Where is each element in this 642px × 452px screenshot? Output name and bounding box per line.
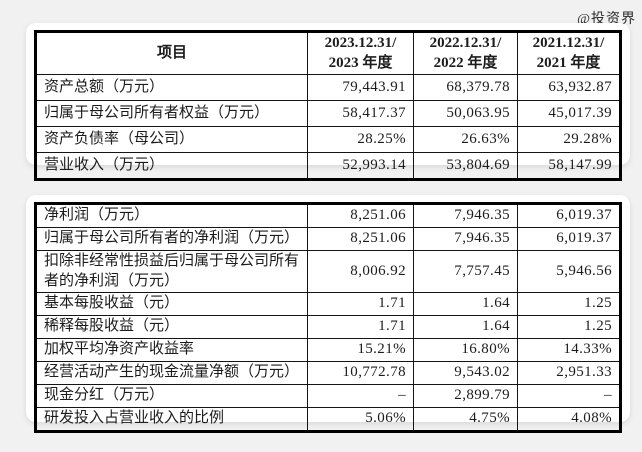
table-row: 归属于母公司所有者权益（万元） 58,417.37 50,063.95 45,0… (35, 100, 621, 127)
row-label: 经营活动产生的现金流量净额（万元） (35, 361, 308, 385)
row-label: 资产总额（万元） (35, 74, 308, 101)
row-label: 基本每股收益（元） (35, 292, 308, 316)
cell-value: 15.21% (307, 338, 414, 362)
row-label: 归属于母公司所有者权益（万元） (35, 100, 308, 127)
cell-value: 26.63% (413, 126, 518, 153)
period-header-line1: 2023.12.31/ (324, 35, 397, 51)
cell-value: 1.71 (307, 315, 414, 339)
cell-value: 79,443.91 (307, 74, 414, 101)
table-row: 资产负债率（母公司） 28.25% 26.63% 29.28% (35, 126, 621, 153)
row-label: 归属于母公司所有者的净利润（万元） (35, 227, 308, 251)
cell-value: 2,951.33 (517, 361, 621, 385)
cell-value: 28.25% (307, 126, 414, 153)
cell-value: 8,006.92 (307, 250, 414, 293)
row-label: 营业收入（万元） (35, 152, 308, 180)
cell-value: 68,379.78 (413, 74, 518, 101)
cell-value: 9,543.02 (413, 361, 518, 385)
table-row: 经营活动产生的现金流量净额（万元） 10,772.78 9,543.02 2,9… (35, 361, 621, 385)
period-header-line2: 2021 年度 (536, 54, 601, 71)
cell-value: 52,993.14 (307, 152, 414, 180)
table-row: 资产总额（万元） 79,443.91 68,379.78 63,932.87 (35, 74, 621, 101)
cell-value: 7,946.35 (413, 203, 518, 228)
row-label: 资产负债率（母公司） (35, 126, 308, 153)
cell-value: 4.75% (413, 407, 518, 432)
row-label: 净利润（万元） (35, 203, 308, 228)
table-row: 基本每股收益（元） 1.71 1.64 1.25 (35, 292, 621, 316)
cell-value: 58,417.37 (307, 100, 414, 127)
cell-value: 1.64 (413, 315, 518, 339)
row-label: 扣除非经常性损益后归属于母公司所有者的净利润（万元） (35, 250, 308, 293)
table-row: 净利润（万元） 8,251.06 7,946.35 6,019.37 (35, 203, 621, 228)
cell-value: 7,757.45 (413, 250, 518, 293)
summary-table-card: 项目 2023.12.31/ 2023 年度 2022.12.31/ 2022 … (26, 23, 630, 181)
cell-value: 2,899.79 (413, 384, 518, 408)
cell-value: 50,063.95 (413, 100, 518, 127)
table-row: 扣除非经常性损益后归属于母公司所有者的净利润（万元） 8,006.92 7,75… (35, 250, 621, 293)
cell-value: 8,251.06 (307, 203, 414, 228)
row-label: 稀释每股收益（元） (35, 315, 308, 339)
period-header-2021: 2021.12.31/ 2021 年度 (517, 31, 621, 75)
item-column-header: 项目 (35, 31, 308, 75)
cell-value: 45,017.39 (517, 100, 621, 127)
cell-value: 53,804.69 (413, 152, 518, 180)
table-row: 归属于母公司所有者的净利润（万元） 8,251.06 7,946.35 6,01… (35, 227, 621, 251)
detail-table-card: 净利润（万元） 8,251.06 7,946.35 6,019.37 归属于母公… (26, 195, 630, 433)
table-row: 加权平均净资产收益率 15.21% 16.80% 14.33% (35, 338, 621, 362)
table-row: 现金分红（万元） – 2,899.79 – (35, 384, 621, 408)
cell-value: 5.06% (307, 407, 414, 432)
period-header-2023: 2023.12.31/ 2023 年度 (307, 31, 414, 75)
cell-value: 7,946.35 (413, 227, 518, 251)
cell-value: 58,147.99 (517, 152, 621, 180)
period-header-line2: 2023 年度 (328, 54, 393, 71)
cell-value: 16.80% (413, 338, 518, 362)
row-label: 加权平均净资产收益率 (35, 338, 308, 362)
cell-value: – (517, 384, 621, 408)
cell-value: 29.28% (517, 126, 621, 153)
cell-value: 8,251.06 (307, 227, 414, 251)
period-header-line1: 2021.12.31/ (532, 35, 605, 51)
table-row: 研发投入占营业收入的比例 5.06% 4.75% 4.08% (35, 407, 621, 432)
period-header-line1: 2022.12.31/ (429, 35, 502, 51)
cell-value: 10,772.78 (307, 361, 414, 385)
table-row: 营业收入（万元） 52,993.14 53,804.69 58,147.99 (35, 152, 621, 180)
cell-value: 1.25 (517, 292, 621, 316)
cell-value: 1.64 (413, 292, 518, 316)
cell-value: 1.71 (307, 292, 414, 316)
cell-value: 6,019.37 (517, 203, 621, 228)
row-label: 研发投入占营业收入的比例 (35, 407, 308, 432)
table-row: 稀释每股收益（元） 1.71 1.64 1.25 (35, 315, 621, 339)
cell-value: 4.08% (517, 407, 621, 432)
summary-table: 项目 2023.12.31/ 2023 年度 2022.12.31/ 2022 … (34, 30, 622, 181)
period-header-line2: 2022 年度 (433, 54, 498, 71)
cell-value: 6,019.37 (517, 227, 621, 251)
summary-header-row: 项目 2023.12.31/ 2023 年度 2022.12.31/ 2022 … (35, 31, 621, 75)
cell-value: – (307, 384, 414, 408)
cell-value: 1.25 (517, 315, 621, 339)
row-label: 现金分红（万元） (35, 384, 308, 408)
cell-value: 5,946.56 (517, 250, 621, 293)
cell-value: 14.33% (517, 338, 621, 362)
cell-value: 63,932.87 (517, 74, 621, 101)
detail-table: 净利润（万元） 8,251.06 7,946.35 6,019.37 归属于母公… (34, 202, 622, 433)
period-header-2022: 2022.12.31/ 2022 年度 (413, 31, 518, 75)
